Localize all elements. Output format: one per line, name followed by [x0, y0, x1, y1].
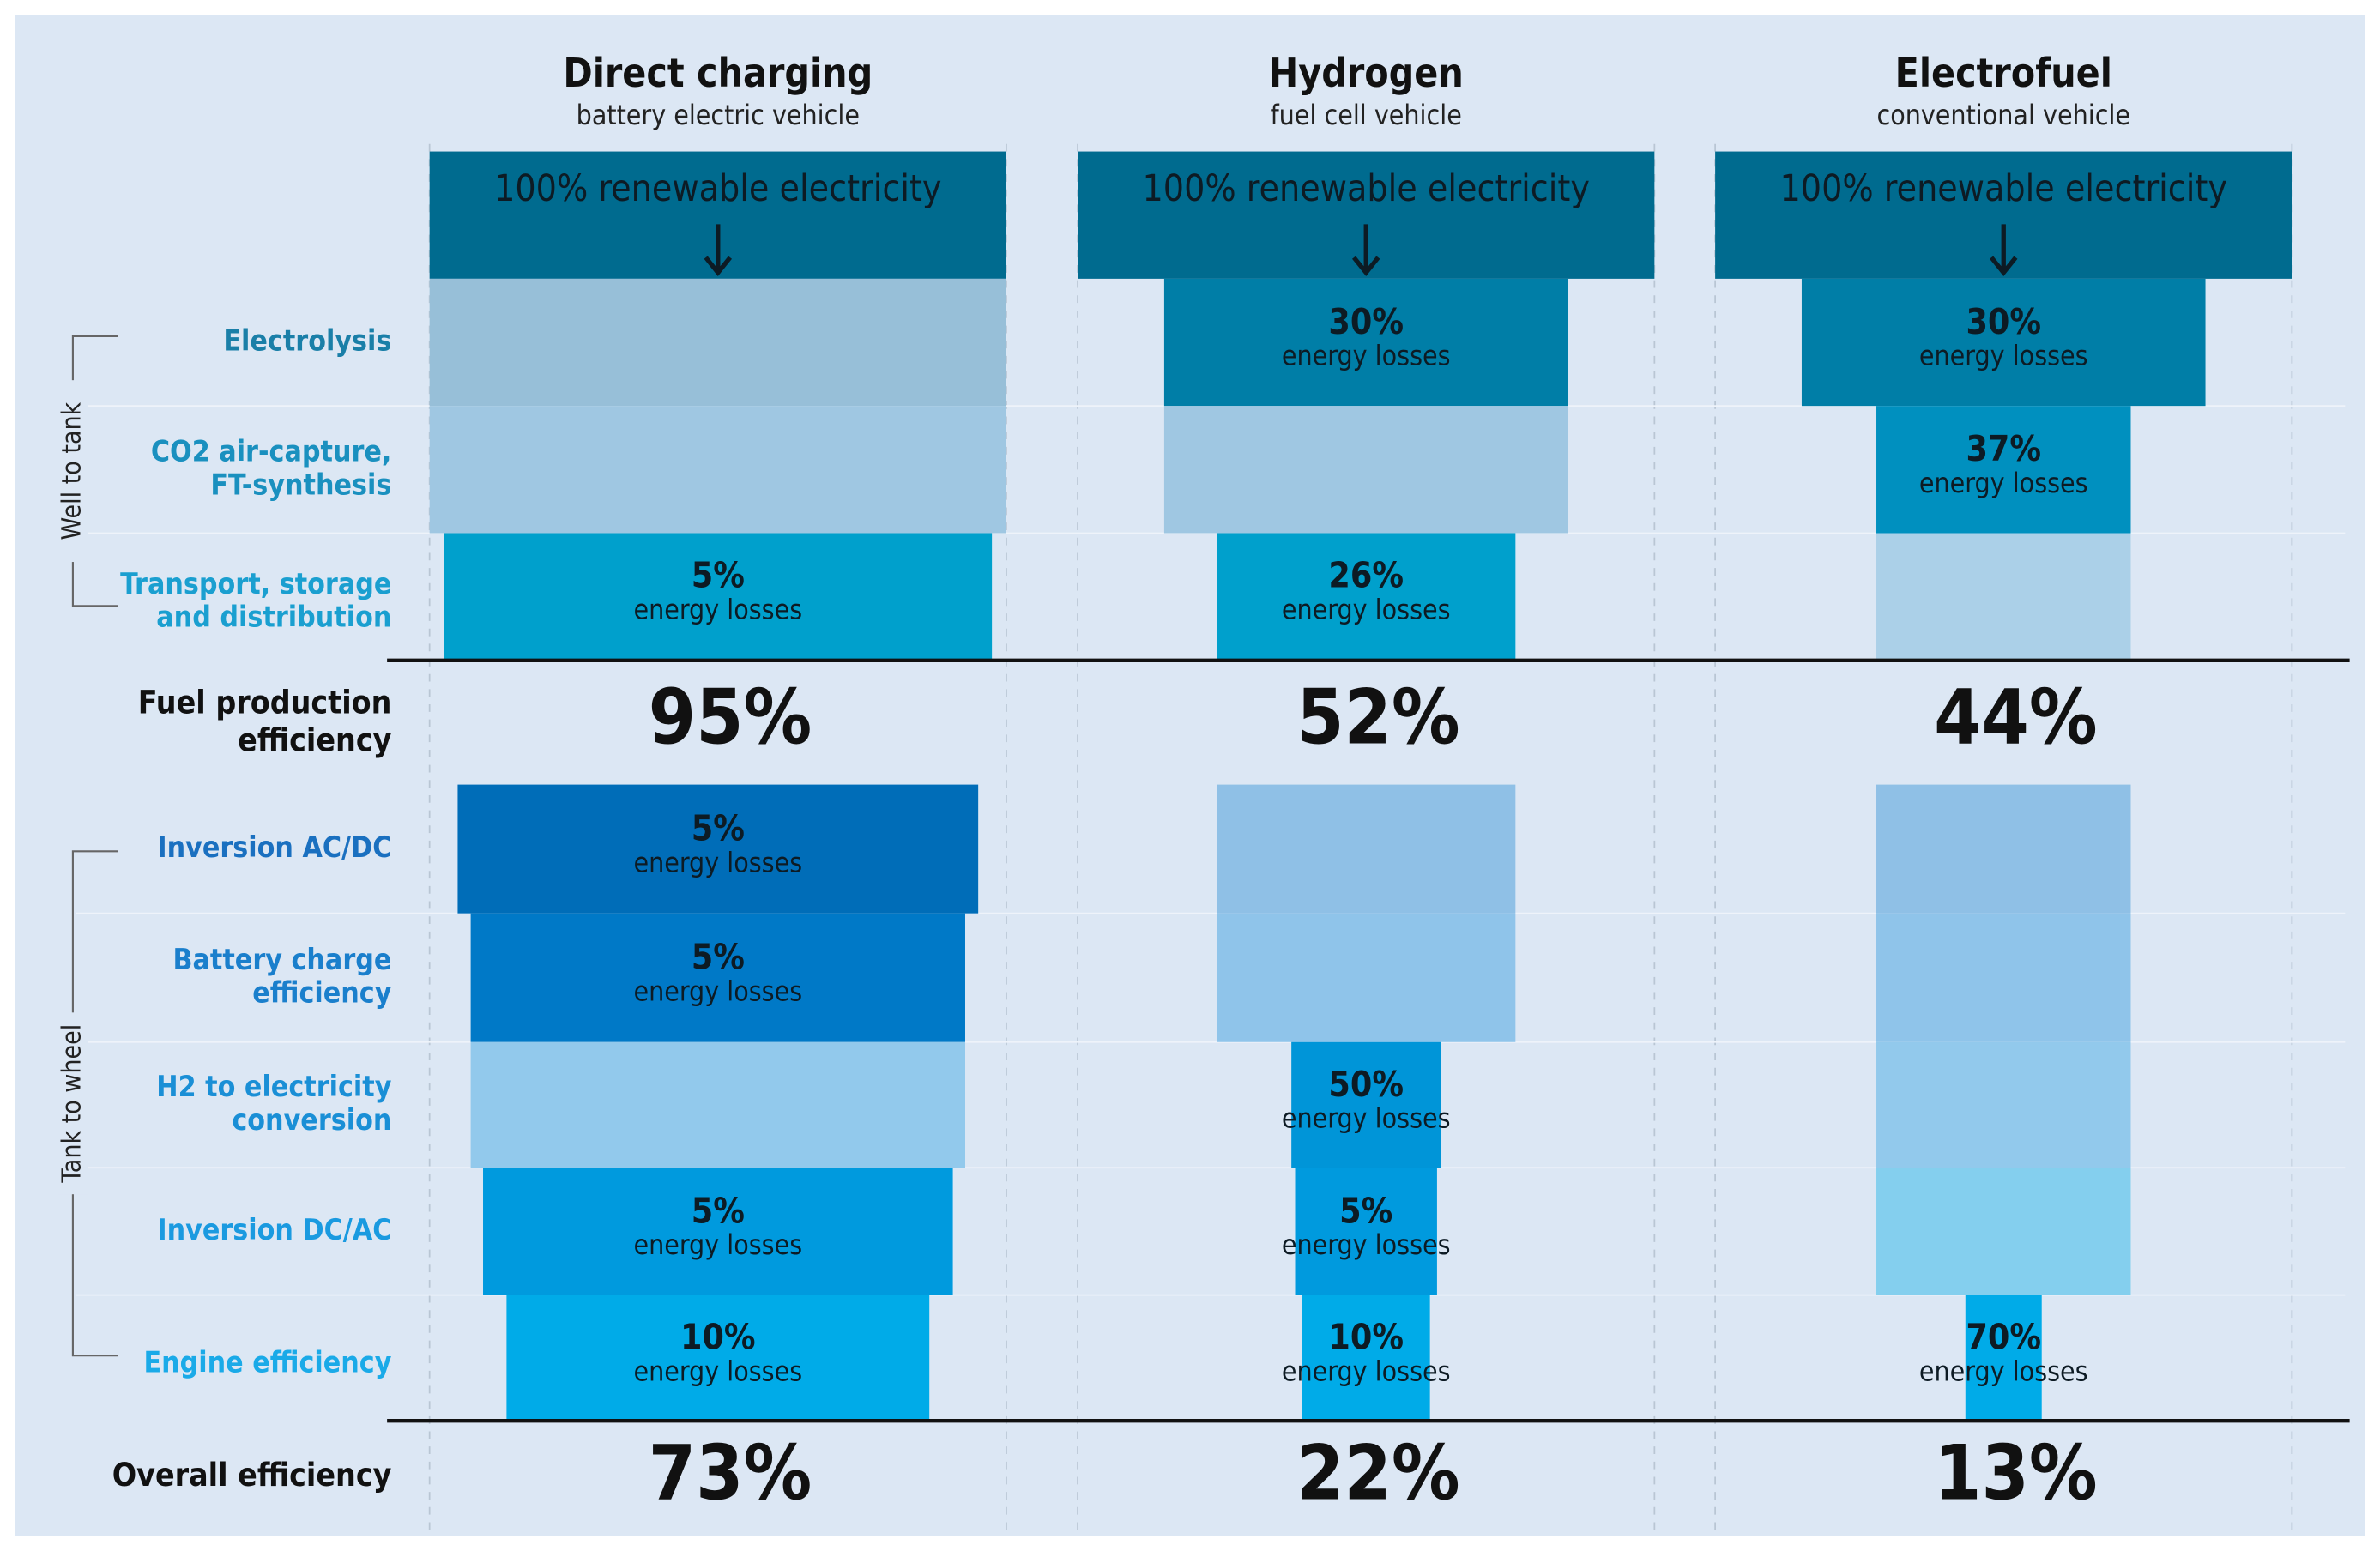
stage-box-inactive: [1217, 784, 1516, 914]
column-subtitle: battery electric vehicle: [577, 99, 860, 131]
stage-label: CO2 air-capture,: [151, 434, 392, 468]
arrow: [704, 224, 733, 277]
arrow: [1351, 224, 1380, 277]
fuel-efficiency-value: 44%: [1934, 673, 2097, 762]
source-label: 100% renewable electricity: [1780, 168, 2227, 210]
stage-label: Battery charge: [172, 943, 391, 976]
group-label: Tank to wheel: [57, 1024, 87, 1184]
stage-box-inactive: [1876, 784, 2131, 914]
loss-value: 5%: [692, 555, 745, 596]
fuel-efficiency-value: 95%: [649, 673, 812, 762]
stage-label: Engine efficiency: [143, 1345, 391, 1379]
row-label: Fuel production: [138, 685, 392, 721]
stage-box: [1163, 278, 1568, 407]
arrow: [1990, 224, 2018, 277]
column-title: Electrofuel: [1895, 50, 2112, 96]
stage-box: [1295, 1168, 1437, 1295]
loss-value: 70%: [1966, 1317, 2041, 1358]
stage-box-inactive: [1876, 533, 2131, 660]
loss-value: 5%: [692, 1190, 745, 1231]
row-label: Overall efficiency: [112, 1457, 392, 1494]
stage-label: Electrolysis: [223, 324, 391, 358]
loss-value: 10%: [680, 1317, 756, 1358]
loss-value: 5%: [692, 807, 745, 848]
column-title: Hydrogen: [1269, 50, 1464, 96]
loss-caption: energy losses: [1282, 1355, 1451, 1388]
stage-label: FT-synthesis: [210, 468, 391, 501]
stage-box: [444, 533, 993, 660]
column-subtitle: fuel cell vehicle: [1271, 99, 1462, 131]
stage-box-inactive: [1217, 913, 1516, 1042]
loss-caption: energy losses: [633, 1355, 802, 1388]
stage-label: Inversion AC/DC: [157, 830, 391, 864]
stage-box-inactive: [1876, 1041, 2131, 1168]
loss-caption: energy losses: [633, 1228, 802, 1261]
stage-box-inactive: [1876, 1168, 2131, 1295]
stage-box: [1302, 1295, 1430, 1421]
column-title: Direct charging: [563, 50, 873, 96]
loss-value: 26%: [1328, 555, 1404, 596]
loss-value: 5%: [1339, 1190, 1392, 1231]
loss-caption: energy losses: [1919, 467, 2088, 499]
stage-box-inactive: [470, 1041, 965, 1168]
stage-box: [457, 784, 979, 914]
stage-label: H2 to electricity: [156, 1070, 391, 1103]
stage-box-inactive: [1163, 406, 1568, 534]
loss-value: 30%: [1966, 301, 2041, 342]
stage-label: Inversion DC/AC: [157, 1213, 391, 1246]
stage-box: [483, 1168, 953, 1295]
group-label: Well to tank: [57, 401, 87, 540]
stage-box: [1217, 533, 1516, 660]
overall-efficiency-value: 22%: [1296, 1429, 1459, 1518]
row-label: efficiency: [238, 722, 391, 759]
stage-label: Transport, storage: [120, 567, 391, 600]
stage-box: [470, 913, 965, 1042]
stage-box-inactive: [1876, 913, 2131, 1042]
loss-caption: energy losses: [1919, 1355, 2088, 1388]
group-label-bg: [57, 380, 88, 563]
stage-box: [506, 1295, 930, 1421]
stage-box: [1801, 278, 2206, 407]
source-label: 100% renewable electricity: [1142, 168, 1589, 210]
loss-value: 10%: [1328, 1317, 1404, 1358]
stage-box: [1876, 406, 2131, 534]
stage-box-inactive: [429, 406, 1006, 534]
stage-label: and distribution: [156, 600, 391, 634]
loss-value: 37%: [1966, 428, 2041, 469]
loss-value: 30%: [1328, 301, 1404, 342]
fuel-efficiency-value: 52%: [1296, 673, 1459, 762]
loss-caption: energy losses: [633, 975, 802, 1007]
loss-caption: energy losses: [1282, 340, 1451, 372]
loss-caption: energy losses: [1282, 1228, 1451, 1261]
stage-box: [1291, 1041, 1441, 1168]
stage-label: conversion: [232, 1103, 391, 1137]
stage-box-inactive: [429, 278, 1006, 407]
loss-caption: energy losses: [1282, 1102, 1451, 1135]
column-subtitle: conventional vehicle: [1876, 99, 2130, 131]
group-label-bg: [57, 1012, 88, 1195]
stage-label: efficiency: [252, 976, 392, 1010]
source-label: 100% renewable electricity: [494, 168, 941, 210]
overall-efficiency-value: 13%: [1934, 1429, 2097, 1518]
stage-box: [1965, 1295, 2042, 1421]
loss-value: 50%: [1328, 1064, 1404, 1105]
loss-caption: energy losses: [633, 846, 802, 878]
loss-caption: energy losses: [1919, 340, 2088, 372]
loss-caption: energy losses: [633, 593, 802, 625]
overall-efficiency-value: 73%: [649, 1429, 812, 1518]
loss-caption: energy losses: [1282, 593, 1451, 625]
loss-value: 5%: [692, 937, 745, 978]
